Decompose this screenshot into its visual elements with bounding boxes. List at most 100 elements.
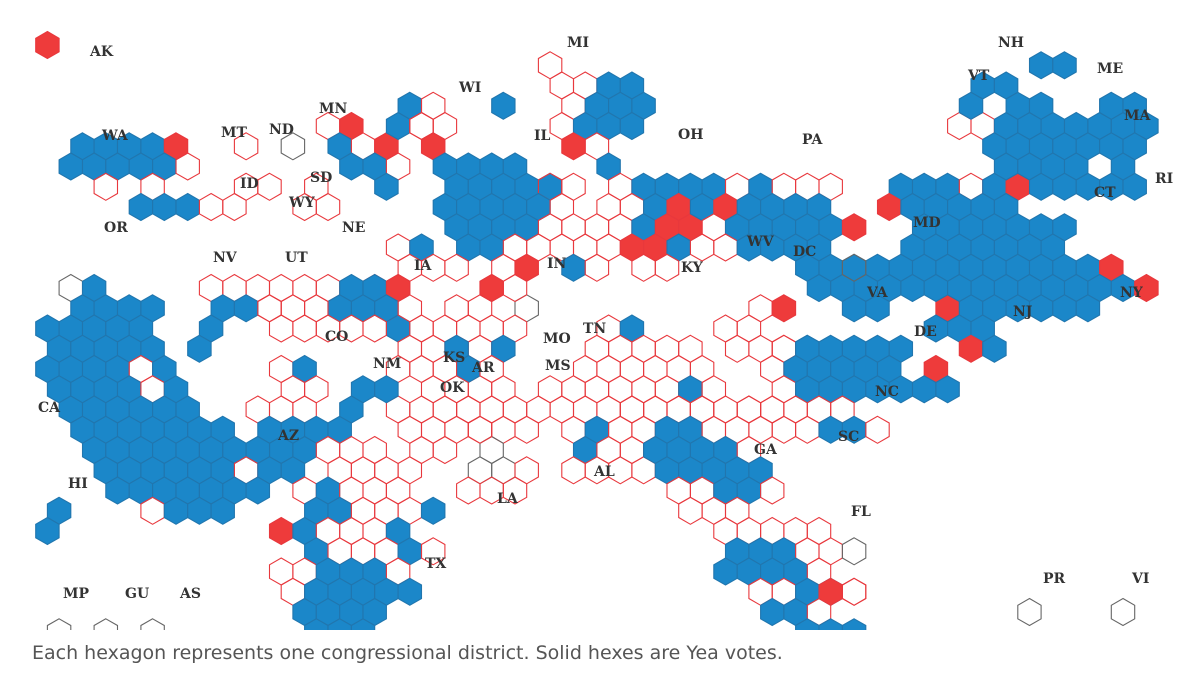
state-label-va: VA — [866, 285, 889, 301]
state-label-mo: MO — [543, 331, 571, 347]
district-hex — [748, 294, 773, 323]
district-hex — [339, 395, 364, 424]
district-hex — [619, 111, 645, 141]
district-hex — [537, 375, 563, 404]
district-hex — [584, 375, 610, 404]
district-hex — [713, 314, 738, 343]
state-label-oh: OH — [678, 127, 703, 143]
district-hex — [561, 375, 586, 404]
district-hex — [268, 557, 294, 586]
district-hex — [268, 314, 294, 343]
district-hex — [841, 213, 867, 242]
district-hex — [362, 435, 387, 465]
district-hex — [257, 294, 282, 323]
district-hex — [958, 91, 984, 120]
district-hex — [841, 577, 867, 606]
district-hex — [818, 618, 843, 630]
district-hex — [280, 132, 306, 161]
district-hex — [268, 516, 294, 546]
district-hex — [152, 192, 177, 222]
state-label-ca: CA — [38, 400, 61, 416]
district-hex — [245, 476, 271, 505]
state-label-md: MD — [913, 215, 941, 231]
district-hex — [619, 395, 645, 424]
district-hex — [643, 354, 668, 384]
state-label-ct: CT — [1094, 185, 1116, 201]
district-hex — [947, 273, 972, 303]
state-label-ky: KY — [681, 260, 704, 276]
district-hex — [1110, 152, 1136, 181]
state-label-ne: NE — [342, 220, 365, 236]
district-hex — [456, 395, 481, 424]
district-hex — [409, 435, 434, 465]
district-hex — [409, 354, 434, 384]
district-hex — [865, 415, 890, 444]
district-hex — [292, 314, 317, 343]
state-label-ut: UT — [285, 250, 308, 266]
district-hex — [502, 395, 528, 424]
district-hex — [35, 30, 60, 60]
district-hex — [982, 334, 1007, 363]
state-label-nc: NC — [875, 384, 899, 400]
state-label-vi: VI — [1131, 571, 1149, 587]
district-hex — [514, 253, 539, 282]
district-hex — [491, 415, 516, 444]
district-hex — [444, 415, 469, 444]
district-hex — [748, 334, 773, 363]
district-hex — [233, 132, 259, 161]
district-hex — [491, 456, 516, 485]
district-hex — [467, 456, 493, 485]
district-hex — [198, 192, 224, 222]
state-label-me: ME — [1097, 61, 1123, 77]
district-hex — [760, 597, 785, 627]
district-hex — [608, 334, 633, 363]
state-label-ar: AR — [471, 360, 495, 376]
district-hex — [572, 354, 598, 384]
district-hex — [654, 375, 680, 404]
state-label-tn: TN — [583, 321, 606, 337]
state-label-az: AZ — [277, 428, 299, 444]
district-hex — [292, 354, 317, 384]
district-hex — [771, 294, 797, 323]
district-hex — [268, 273, 294, 303]
district-hex — [93, 172, 119, 201]
district-hex — [654, 334, 680, 363]
district-hex — [1134, 273, 1159, 303]
state-label-wv: WV — [746, 234, 775, 250]
district-hex — [432, 435, 458, 465]
district-hex — [397, 577, 423, 606]
district-hex — [771, 415, 797, 444]
state-label-co: CO — [325, 329, 348, 345]
district-hex — [795, 415, 820, 444]
state-label-pr: PR — [1043, 571, 1066, 587]
district-hex — [409, 395, 434, 424]
state-labels: AK HI WA OR CA NV ID MT WY UT AZ CO NM N… — [38, 35, 1173, 602]
district-hex — [514, 294, 539, 323]
district-hex — [502, 273, 528, 303]
district-hex — [420, 537, 446, 566]
hex-map: AK HI WA OR CA NV ID MT WY UT AZ CO NM N… — [35, 30, 1173, 630]
district-hex — [35, 516, 60, 546]
district-hex — [444, 294, 469, 323]
state-label-hi: HI — [68, 476, 88, 492]
district-hex — [841, 537, 867, 566]
district-hex — [128, 192, 154, 222]
district-hex — [350, 496, 376, 525]
district-hex — [187, 334, 212, 363]
state-label-sc: SC — [838, 429, 859, 445]
district-hex — [479, 354, 504, 384]
district-hex — [175, 192, 200, 222]
district-hex — [678, 496, 703, 525]
district-hex — [514, 456, 539, 485]
state-label-al: AL — [593, 464, 615, 480]
state-label-ri: RI — [1155, 171, 1173, 187]
district-hex — [526, 395, 551, 424]
district-hex — [841, 618, 867, 630]
district-hex — [1017, 597, 1042, 627]
district-hex — [1052, 51, 1077, 80]
district-hex — [514, 415, 539, 444]
state-label-mi: MI — [567, 35, 589, 51]
state-label-ok: OK — [440, 380, 465, 396]
district-hex — [1028, 51, 1054, 80]
state-label-vt: VT — [967, 68, 990, 84]
